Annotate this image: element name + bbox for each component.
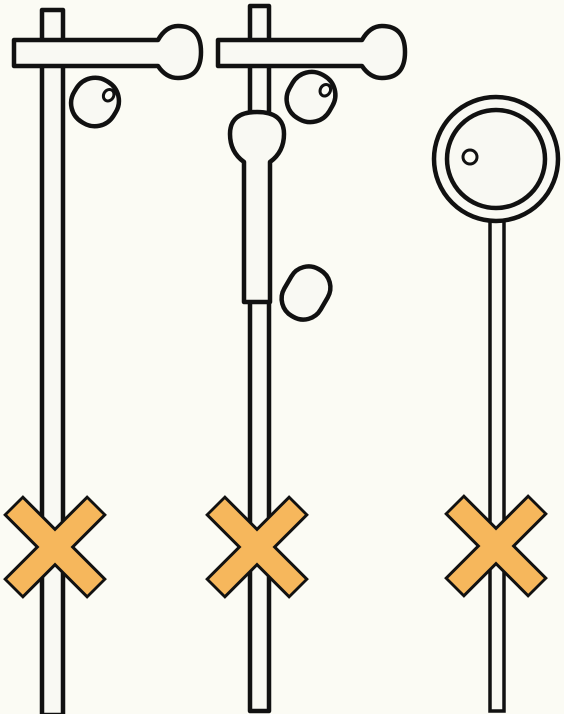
crossing-mark xyxy=(205,495,309,599)
crossing-mark xyxy=(3,495,107,599)
crossing-mark-bar xyxy=(7,499,103,595)
disc-face xyxy=(444,107,548,211)
signal-semaphore-two-arm xyxy=(215,3,408,714)
signal-disc xyxy=(431,94,561,713)
semaphore-arm xyxy=(11,23,204,81)
lamp-case xyxy=(284,69,338,125)
lamp-lens xyxy=(461,148,479,166)
signal-semaphore-single-arm xyxy=(11,7,204,714)
crossing-marks xyxy=(3,494,548,599)
lower-lamp-case xyxy=(279,264,333,322)
signal-post xyxy=(39,7,66,714)
lower-semaphore-arm xyxy=(227,109,287,305)
lamp-lens xyxy=(318,82,333,98)
crossing-mark xyxy=(444,494,548,598)
lamp-case xyxy=(68,75,122,129)
signal-post xyxy=(488,203,506,713)
crossing-mark-bar xyxy=(209,499,305,595)
crossing-mark-bar xyxy=(448,498,544,594)
lower-lamp-housing xyxy=(279,264,333,322)
lamp-lens xyxy=(101,87,116,103)
semaphore-arm xyxy=(215,23,408,81)
lamp-housing xyxy=(284,69,338,125)
lamp-housing xyxy=(68,75,122,129)
